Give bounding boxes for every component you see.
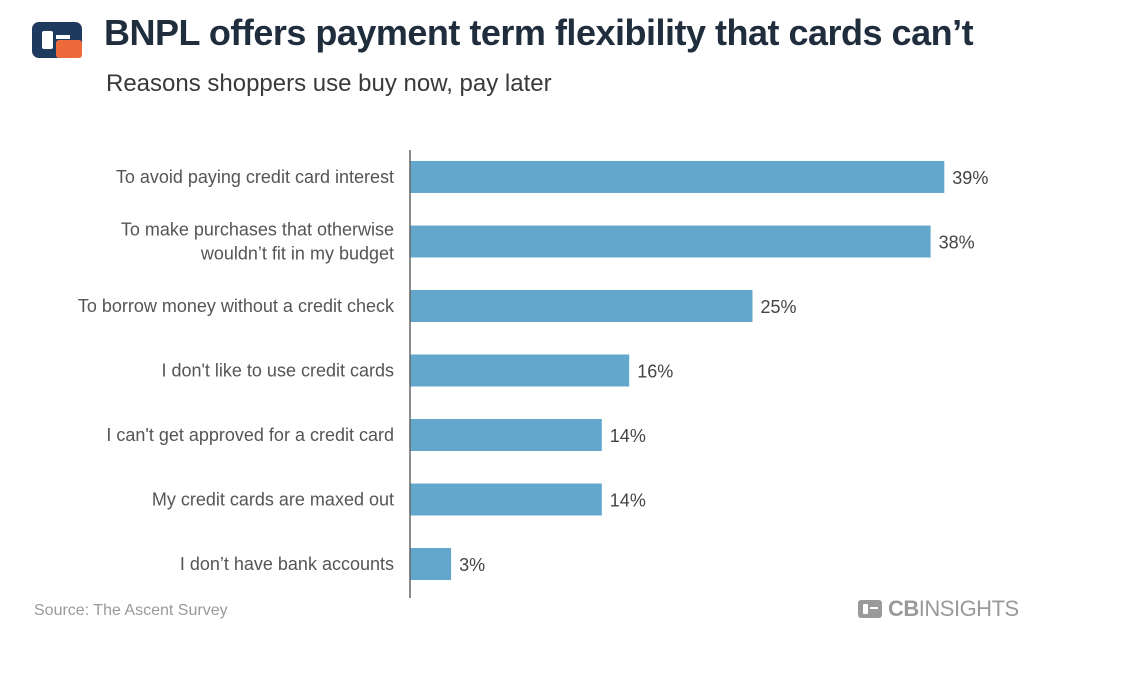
brand-name-bold: CB: [888, 596, 919, 621]
category-label: My credit cards are maxed out: [152, 490, 394, 510]
cb-insights-logo-icon: [858, 600, 882, 618]
bar: [410, 483, 602, 516]
bar-value-label: 38%: [939, 233, 975, 253]
bar: [410, 354, 630, 387]
bar: [410, 225, 931, 258]
bar: [410, 161, 945, 193]
category-label: I can't get approved for a credit card: [106, 425, 394, 445]
bar: [410, 419, 602, 451]
category-label: I don't like to use credit cards: [161, 361, 394, 381]
bar-value-label: 14%: [610, 426, 646, 446]
chart-subtitle: Reasons shoppers use buy now, pay later: [106, 70, 552, 97]
source-note: Source: The Ascent Survey: [34, 602, 228, 619]
category-label: To avoid paying credit card interest: [116, 167, 394, 187]
brand-name-light: INSIGHTS: [918, 596, 1019, 621]
bar: [410, 290, 753, 322]
category-label: wouldn’t fit in my budget: [200, 244, 394, 264]
bar: [410, 548, 452, 580]
bar-value-label: 3%: [459, 555, 485, 575]
bar-value-label: 25%: [761, 297, 797, 317]
category-label: To borrow money without a credit check: [78, 296, 395, 316]
cb-insights-logo-icon: [32, 22, 82, 58]
chart-title: BNPL offers payment term flexibility tha…: [104, 12, 974, 53]
category-label: To make purchases that otherwise: [121, 220, 394, 240]
bar-value-label: 14%: [610, 491, 646, 511]
category-label: I don’t have bank accounts: [180, 554, 394, 574]
bar-chart: 39% To avoid paying credit card interest 3…: [78, 150, 988, 598]
brand-logo: CB INSIGHTS: [858, 596, 1019, 622]
bar-value-label: 16%: [637, 362, 673, 382]
bar-value-label: 39%: [952, 168, 988, 188]
